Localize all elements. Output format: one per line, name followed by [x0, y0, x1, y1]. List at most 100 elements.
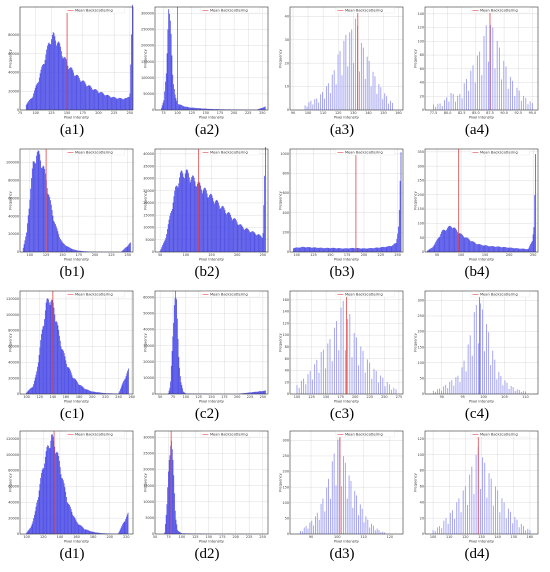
histogram-bar [503, 246, 505, 252]
histogram-bar [128, 244, 130, 252]
histogram-bar [162, 102, 164, 110]
histogram-bar [38, 81, 39, 110]
histogram-bar [55, 453, 56, 534]
caption-a2: (a2) [194, 122, 220, 138]
histogram-bar [118, 532, 120, 534]
histogram-bar [83, 81, 85, 110]
histogram-bar [336, 248, 338, 252]
histogram-bar [473, 312, 475, 394]
histogram-bar [325, 86, 327, 110]
histogram-bar [252, 231, 253, 252]
histogram-bar [496, 246, 498, 252]
histogram-bar [313, 247, 315, 252]
histogram-bar [498, 371, 500, 394]
histogram-bar [243, 228, 244, 252]
histogram-bar [104, 95, 106, 110]
x-tick-label: 200 [106, 535, 112, 539]
x-tick-label: 100 [430, 535, 436, 539]
x-tick-label: 100 [480, 395, 486, 399]
y-tick-label: 200000 [141, 44, 154, 48]
x-tick-label: 175 [221, 395, 227, 399]
histogram-bar [332, 247, 334, 252]
histogram-bar [527, 528, 529, 534]
histogram-bar [106, 393, 107, 394]
histogram-bar [502, 385, 504, 394]
x-tick-label: 100 [32, 111, 38, 115]
histogram-bar [318, 247, 320, 252]
histogram-bar [227, 212, 229, 252]
x-tick-label: 150 [323, 395, 329, 399]
histogram-bar [74, 249, 76, 252]
histogram-bar [339, 51, 341, 110]
histogram-bar [484, 351, 485, 394]
caption-d1: (d1) [59, 546, 85, 562]
histogram-bar [360, 346, 362, 394]
histogram-bar [31, 168, 33, 252]
histogram-bar [110, 393, 112, 394]
histogram-bar [34, 90, 35, 110]
histogram-bar [197, 108, 199, 110]
x-axis-label: Pixel Intensity [199, 400, 225, 404]
histogram-bar [71, 511, 73, 534]
histogram-bar [490, 478, 492, 534]
histogram-bar [503, 60, 505, 110]
histogram-bar [321, 247, 323, 252]
histogram-bar [298, 247, 300, 252]
x-tick-label: 140 [365, 111, 371, 115]
histogram-bar [44, 169, 46, 252]
histogram-bar [459, 93, 461, 110]
histogram-bar [437, 238, 439, 252]
histogram-bar [167, 393, 169, 394]
legend-box [470, 149, 530, 156]
histogram-bar [22, 247, 24, 252]
histogram-bar [511, 247, 512, 252]
histogram-bar [164, 532, 166, 534]
x-tick-label: 100 [293, 253, 299, 257]
histogram-bar [34, 377, 36, 394]
histogram-bar [27, 102, 29, 110]
histogram-bar [96, 89, 97, 110]
histogram-bar [166, 53, 168, 110]
histogram-bar [393, 387, 395, 394]
histogram-bar [66, 497, 67, 534]
histogram-bar [232, 219, 234, 252]
histogram-bar [496, 246, 497, 252]
x-tick-label: 100 [294, 395, 300, 399]
x-tick-label: 100 [174, 111, 180, 115]
histogram-bar [121, 384, 123, 394]
histogram-bar [497, 246, 499, 252]
x-axis-label: Pixel Intensity [469, 400, 495, 404]
histogram-bar [178, 183, 180, 252]
histogram-bar [32, 161, 34, 252]
histogram-bar [181, 105, 183, 110]
histogram-bar [523, 248, 525, 252]
histogram-bar [185, 106, 187, 110]
histogram-bar [220, 208, 222, 252]
histogram-bar [447, 523, 449, 534]
histogram-bar [26, 232, 27, 252]
histogram-bar [481, 244, 482, 252]
x-tick-label: 100 [458, 253, 464, 257]
histogram-bar [466, 237, 468, 252]
x-tick-label: 275 [396, 395, 402, 399]
histogram-bar [367, 519, 369, 534]
histogram-bar [388, 246, 389, 252]
histogram-bar [349, 32, 351, 110]
x-tick-label: 95.0 [529, 111, 537, 115]
histogram-bar [380, 532, 382, 534]
histogram-bar [324, 98, 325, 110]
histogram-bar [48, 42, 50, 111]
histogram-bar [456, 502, 458, 534]
histogram-bar [436, 239, 438, 252]
histogram-bar [60, 240, 62, 252]
histogram-bar [203, 188, 205, 252]
histogram-bar [353, 63, 355, 110]
histogram-bar [89, 85, 91, 110]
histogram-bar [205, 188, 206, 252]
histogram-bar [33, 518, 35, 534]
histogram-bar [63, 483, 65, 534]
histogram-bar [535, 154, 537, 252]
histogram-bar [182, 173, 184, 252]
histogram-bar [78, 250, 80, 252]
histogram-bar [61, 349, 63, 394]
